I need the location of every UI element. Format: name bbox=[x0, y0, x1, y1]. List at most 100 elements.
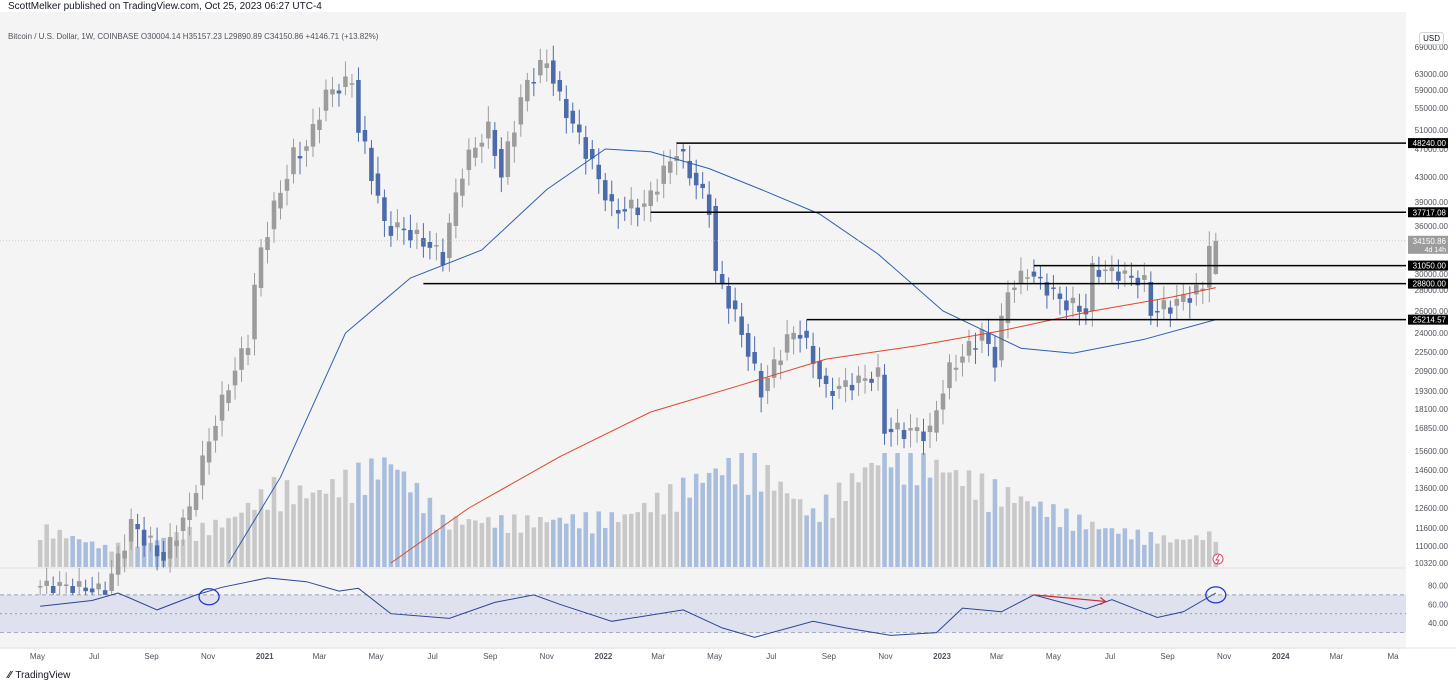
volume-bar bbox=[791, 498, 796, 567]
time-tick-label: Sep bbox=[483, 652, 498, 661]
volume-bar bbox=[908, 453, 913, 567]
candle-body bbox=[414, 229, 420, 234]
candle-body bbox=[635, 207, 641, 216]
candle-body bbox=[804, 330, 809, 338]
volume-bar bbox=[927, 477, 933, 567]
volume-bar bbox=[641, 502, 647, 567]
candle-body bbox=[375, 173, 381, 196]
candle-body bbox=[219, 394, 225, 421]
volume-bar bbox=[888, 467, 894, 567]
volume-bar bbox=[479, 522, 485, 567]
candle-body bbox=[667, 161, 673, 173]
candle-body bbox=[388, 226, 394, 236]
volume-bar bbox=[330, 479, 335, 567]
price-tick-label: 24000.00 bbox=[1415, 329, 1449, 338]
volume-bar bbox=[1168, 542, 1173, 567]
tradingview-logo[interactable]: ⁄⁄ TradingView bbox=[8, 670, 70, 681]
candle-body bbox=[797, 334, 803, 339]
candle-body bbox=[349, 83, 355, 85]
volume-bar bbox=[979, 473, 985, 567]
candle-body bbox=[862, 378, 868, 381]
candle-body bbox=[830, 391, 835, 396]
volume-bar bbox=[317, 490, 322, 567]
candle-body bbox=[706, 194, 712, 215]
volume-bar bbox=[1161, 535, 1167, 567]
volume-bar bbox=[934, 459, 939, 567]
candle-body bbox=[700, 183, 705, 189]
volume-bar bbox=[1077, 514, 1082, 567]
volume-bar bbox=[739, 453, 744, 567]
price-tick-label: 59000.00 bbox=[1415, 86, 1449, 95]
candle-body bbox=[1161, 300, 1167, 310]
candle-body bbox=[518, 97, 524, 125]
chart-container[interactable]: 69000.00 63000.00 59000.00 55000.00 51000.00… bbox=[0, 12, 1456, 667]
volume-bar bbox=[57, 529, 62, 567]
candle-body bbox=[1038, 276, 1043, 279]
volume-bar bbox=[291, 504, 296, 567]
price-tick-label: 69000.00 bbox=[1415, 43, 1449, 52]
candle-body bbox=[102, 590, 108, 597]
candle-body bbox=[135, 524, 140, 530]
candle-body bbox=[778, 360, 783, 366]
time-tick-label: May bbox=[707, 652, 722, 661]
candle-body bbox=[440, 252, 446, 266]
volume-bar bbox=[1207, 531, 1212, 567]
volume-bar bbox=[843, 501, 848, 567]
volume-bar bbox=[719, 475, 725, 567]
candle-body bbox=[934, 410, 939, 433]
rsi-divergence-line bbox=[1033, 594, 1106, 603]
candle-body bbox=[843, 380, 848, 387]
candle-body bbox=[1044, 282, 1050, 296]
candle-body bbox=[122, 550, 127, 559]
symbol-legend[interactable]: Bitcoin / U.S. Dollar, 1W, COINBASE O300… bbox=[8, 32, 379, 41]
price-chart[interactable]: 69000.00 63000.00 59000.00 55000.00 51000.00… bbox=[0, 12, 1456, 667]
volume-bar bbox=[544, 522, 550, 567]
volume-bar bbox=[551, 519, 556, 567]
volume-bar bbox=[447, 529, 452, 567]
candle-body bbox=[1025, 277, 1030, 279]
candle-body bbox=[992, 346, 998, 368]
candle-body bbox=[758, 371, 764, 398]
candle-body bbox=[96, 583, 101, 590]
candle-body bbox=[1122, 270, 1128, 274]
candle-body bbox=[492, 130, 498, 156]
price-tick-label: 11000.00 bbox=[1415, 542, 1448, 551]
volume-bar bbox=[258, 489, 264, 567]
volume-bar bbox=[615, 522, 621, 567]
candle-body bbox=[836, 385, 842, 389]
candle-body bbox=[245, 348, 251, 355]
candle-body bbox=[680, 149, 686, 152]
volume-bar bbox=[96, 548, 101, 567]
candle-body bbox=[76, 581, 82, 587]
candle-body bbox=[317, 119, 322, 130]
volume-bar bbox=[206, 535, 212, 567]
candle-body bbox=[1200, 288, 1206, 291]
price-tick-label: 36000.00 bbox=[1415, 222, 1449, 231]
candle-body bbox=[161, 552, 166, 561]
candle-body bbox=[531, 82, 537, 84]
candle-body bbox=[434, 245, 439, 247]
volume-bar bbox=[797, 499, 803, 567]
time-tick-label: Nov bbox=[201, 652, 215, 661]
volume-bar bbox=[648, 512, 653, 567]
candle-body bbox=[427, 242, 433, 248]
price-pane bbox=[0, 12, 1406, 567]
price-label-text: 25214.57 bbox=[1413, 316, 1447, 325]
volume-bar bbox=[1083, 529, 1089, 567]
volume-bar bbox=[538, 517, 543, 567]
candle-body bbox=[499, 149, 504, 178]
candle-body bbox=[1116, 271, 1121, 281]
candle-body bbox=[1187, 298, 1193, 303]
currency-button[interactable]: USD bbox=[1419, 32, 1444, 45]
volume-bar bbox=[284, 480, 290, 567]
candle-body bbox=[538, 60, 543, 76]
candle-body bbox=[226, 390, 231, 403]
volume-bar bbox=[505, 532, 511, 567]
candle-body bbox=[323, 89, 329, 111]
volume-bar bbox=[771, 490, 777, 567]
volume-bar bbox=[37, 540, 43, 567]
volume-bar bbox=[882, 453, 887, 567]
price-label-text: 48240.00 bbox=[1413, 139, 1447, 148]
candle-body bbox=[921, 431, 926, 442]
time-tick-label: Sep bbox=[1160, 652, 1175, 661]
